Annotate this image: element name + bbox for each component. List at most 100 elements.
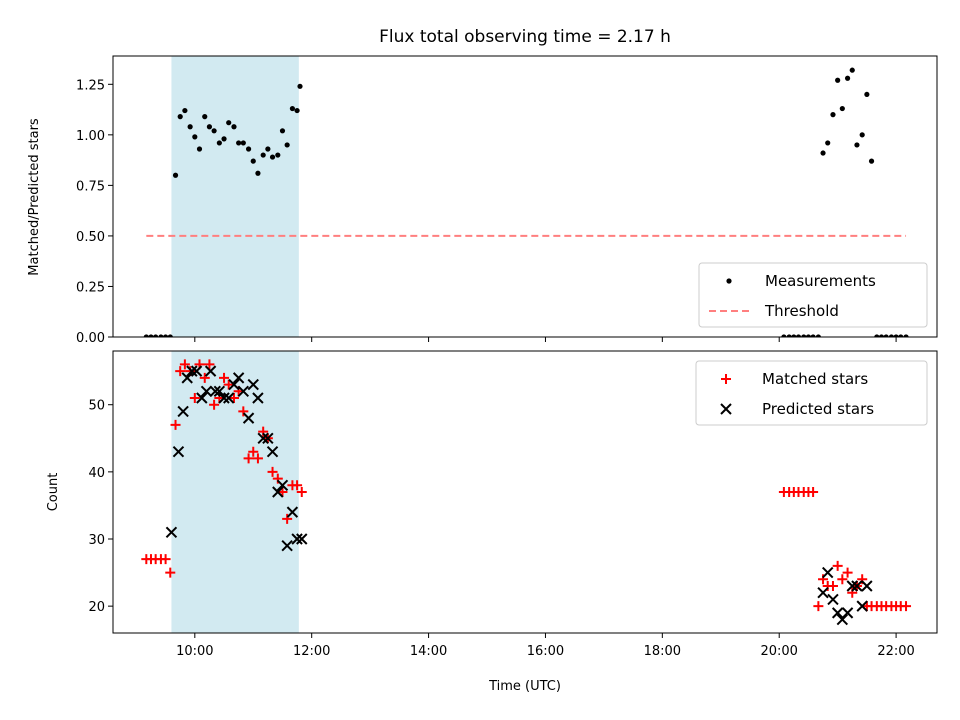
predicted-stars-point (257, 432, 269, 444)
x-tick-label: 14:00 (410, 644, 447, 659)
measurements-point (795, 334, 802, 337)
predicted-stars-point (851, 580, 863, 592)
measurements-point (148, 334, 154, 337)
measurements-point (240, 140, 246, 146)
y-tick-label: 0.00 (76, 331, 105, 346)
predicted-stars-point (232, 372, 245, 384)
measurements-point (297, 83, 303, 89)
measurements-point (844, 75, 851, 81)
predicted-stars-legend-label: Predicted stars (762, 400, 874, 418)
matched-stars-point (160, 554, 171, 565)
x-tick-label: 16:00 (527, 644, 564, 659)
bottom-panel: Count Time (UTC) 10:00 12:00 14:00 16:00 18:… (46, 350, 938, 694)
measurements-point (801, 334, 807, 337)
predicted-stars-point (177, 405, 189, 418)
measurements-point (269, 154, 276, 160)
measurements-point (226, 120, 232, 126)
predicted-stars-point (200, 385, 213, 397)
measurements-point (172, 172, 179, 178)
measurements-point (825, 140, 831, 146)
measurements-point (221, 136, 227, 142)
predicted-stars-point (262, 432, 274, 444)
measurements-point (279, 128, 286, 134)
matched-stars-point (267, 466, 278, 477)
measurements-point (153, 334, 159, 337)
predicted-stars-point (172, 446, 185, 458)
matched-stars-point (808, 487, 819, 497)
measurements-point (854, 142, 860, 148)
predicted-stars-point (281, 540, 293, 552)
measurements-point (250, 158, 256, 164)
plot-area (141, 359, 912, 626)
matched-stars-point (204, 359, 215, 370)
measurements-point (187, 124, 193, 130)
measurements-point (231, 124, 237, 130)
predicted-stars-point (827, 593, 839, 606)
measurements-point (786, 334, 792, 337)
bottom-y-axis-label: Count (46, 473, 61, 512)
matched-stars-point (837, 574, 848, 585)
legend-box (698, 262, 928, 328)
x-tick-label: 22:00 (877, 644, 914, 659)
measurements-point (874, 334, 880, 337)
predicted-stars-point (841, 607, 854, 619)
matched-stars-point (189, 393, 200, 403)
matched-stars-point (228, 393, 239, 403)
matched-stars-point (296, 487, 307, 497)
measurements-point (211, 128, 217, 134)
threshold-legend-label: Threshold (764, 302, 839, 320)
legend: Measurements Threshold (698, 262, 928, 328)
legend: Matched stars Predicted stars (695, 360, 928, 426)
axes-frame (112, 55, 938, 338)
measurements-point (888, 334, 895, 337)
measurements-point (245, 146, 252, 152)
predicted-stars-point (181, 372, 193, 384)
measurements-legend-label: Measurements (765, 272, 876, 290)
predicted-stars-point (252, 392, 264, 404)
observing-window-span (171, 56, 299, 337)
matched-stars-point (813, 601, 824, 612)
measurements-point (167, 334, 173, 337)
measurements-point (236, 140, 242, 146)
y-tick-label: 0.25 (76, 280, 105, 295)
predicted-stars-point (817, 587, 829, 599)
measurements-point (781, 334, 787, 337)
matched-stars-point (827, 581, 838, 591)
measurements-point (265, 146, 271, 152)
matched-stars-point (243, 453, 254, 464)
matched-stars-point (857, 574, 868, 585)
measurements-point (878, 334, 885, 337)
measurements-point (158, 334, 164, 337)
predicted-stars-point (276, 479, 289, 491)
matched-stars-point (292, 480, 303, 491)
matched-stars-point (199, 372, 210, 383)
measurements-point (815, 334, 821, 337)
predicted-stars-point (165, 526, 178, 538)
predicted-stars-point (856, 600, 868, 612)
matched-stars-point (238, 406, 249, 417)
measurements-point (883, 334, 889, 337)
plot-area (143, 67, 909, 337)
matched-stars-legend-swatch (721, 374, 731, 384)
y-tick-label: 40 (88, 466, 105, 481)
x-tick-label: 18:00 (644, 644, 681, 659)
measurements-point (839, 105, 845, 112)
y-tick-label: 1.00 (76, 129, 105, 144)
measurements-point (260, 152, 266, 158)
measurements-point (864, 91, 870, 98)
predicted-stars-point (213, 385, 226, 397)
predicted-stars-point (291, 533, 303, 545)
predicted-stars-point (846, 580, 858, 592)
measurements-point (903, 334, 909, 337)
measurements-point (893, 334, 899, 337)
y-tick-label: 1.25 (76, 78, 105, 93)
matched-stars-point (165, 567, 176, 578)
y-tick-label: 0.50 (76, 230, 105, 245)
matched-stars-point (832, 560, 843, 571)
predicted-stars-point (296, 533, 308, 545)
predicted-stars-point (272, 486, 284, 498)
matched-stars-point (252, 453, 263, 464)
measurements-point (820, 150, 826, 156)
measurements-point (294, 107, 300, 114)
